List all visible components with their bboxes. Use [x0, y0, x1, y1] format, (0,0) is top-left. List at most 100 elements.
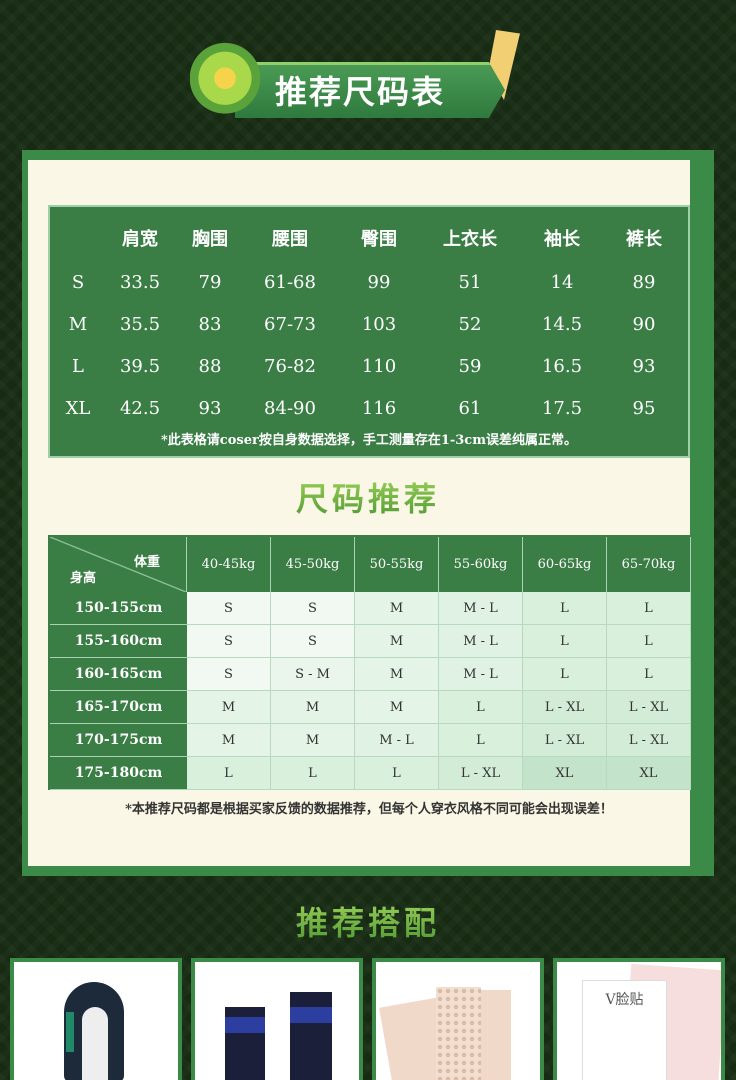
recommend-cell: L	[187, 757, 271, 790]
size-chart-note: *此表格请coser按自身数据选择，手工测量存在1-3cm误差纯属正常。	[161, 433, 577, 448]
size-cell: 51	[458, 272, 482, 293]
weight-header: 55-60kg	[439, 537, 523, 592]
size-cell: XL	[65, 398, 91, 419]
weight-header: 60-65kg	[523, 537, 607, 592]
recommend-cell: M	[355, 658, 439, 691]
dendro-emblem-icon	[190, 40, 260, 125]
recommend-cell: S - M	[271, 658, 355, 691]
height-label: 170-175cm	[50, 724, 187, 757]
recommend-cell: M	[355, 592, 439, 625]
size-cell: 59	[458, 356, 482, 377]
product-card-wig[interactable]	[10, 958, 182, 1080]
recommend-cell: M	[271, 691, 355, 724]
recommend-cell: L - XL	[607, 691, 691, 724]
recommend-cell: L	[439, 691, 523, 724]
height-label: 155-160cm	[50, 625, 187, 658]
recommend-cell: L	[523, 658, 607, 691]
height-label: 160-165cm	[50, 658, 187, 691]
size-cell: 52	[458, 314, 482, 335]
recommend-cell: S	[271, 625, 355, 658]
recommend-cell: S	[187, 592, 271, 625]
column-header: 袖长	[544, 229, 580, 250]
recommend-cell: M - L	[439, 658, 523, 691]
size-chart-row: XL 42.5 93 84-90 116 61 17.5 95	[50, 388, 688, 430]
recommend-cell: L - XL	[607, 724, 691, 757]
size-cell: 14.5	[541, 314, 583, 335]
recommend-cell: XL	[523, 757, 607, 790]
height-label: 150-155cm	[50, 592, 187, 625]
matching-title: 推荐搭配	[0, 898, 736, 944]
recommend-cell: M	[355, 691, 439, 724]
boot-image	[290, 992, 332, 1080]
size-cell: 89	[632, 272, 656, 293]
size-cell: 35.5	[119, 314, 161, 335]
size-cell: M	[68, 314, 88, 335]
column-header: 上衣长	[443, 229, 497, 250]
size-cell: S	[71, 272, 85, 293]
size-cell: 16.5	[541, 356, 583, 377]
size-cell: 95	[632, 398, 656, 419]
recommend-cell: S	[271, 592, 355, 625]
banner-title: 推荐尺码表	[275, 73, 446, 111]
height-label: 165-170cm	[50, 691, 187, 724]
size-cell: 99	[367, 272, 391, 293]
recommend-cell: XL	[607, 757, 691, 790]
column-header: 腰围	[272, 229, 308, 250]
recommend-cell: L	[355, 757, 439, 790]
size-chart-row: S 33.5 79 61-68 99 51 14 89	[50, 262, 688, 304]
size-cell: 61-68	[264, 272, 316, 293]
recommend-cell: M - L	[355, 724, 439, 757]
height-label: 175-180cm	[50, 757, 187, 790]
product-card-binder[interactable]	[372, 958, 544, 1080]
size-chart-row: M 35.5 83 67-73 103 52 14.5 90	[50, 304, 688, 346]
recommend-cell: L	[607, 625, 691, 658]
recommend-cell: L	[439, 724, 523, 757]
size-cell: 61	[458, 398, 482, 419]
zigzag-divider	[46, 177, 690, 195]
recommend-cell: L - XL	[523, 724, 607, 757]
product-card-boots[interactable]	[191, 958, 363, 1080]
column-header: 胸围	[192, 229, 228, 250]
column-header: 裤长	[626, 229, 662, 250]
size-cell: 83	[198, 314, 222, 335]
product-card-face-tape[interactable]: V脸贴	[553, 958, 725, 1080]
size-cell: 67-73	[264, 314, 316, 335]
recommend-cell: M	[271, 724, 355, 757]
column-header: 臀围	[361, 229, 397, 250]
recommend-cell: M - L	[439, 592, 523, 625]
recommend-cell: M	[187, 724, 271, 757]
recommend-cell: S	[187, 625, 271, 658]
size-chart-table: 肩宽 胸围 腰围 臀围 上衣长 袖长 裤长 S 33.5 79 61-68 99 51 14 89 M 35.5…	[48, 205, 690, 458]
face-tape-package: V脸贴	[582, 980, 667, 1080]
weight-header: 65-70kg	[607, 537, 691, 592]
title-banner: 推荐尺码表	[190, 30, 525, 125]
height-label: 身高	[70, 571, 97, 586]
banner-ribbon	[235, 62, 505, 118]
size-cell: L	[72, 356, 84, 377]
weight-label: 体重	[133, 555, 160, 570]
recommend-cell: S	[187, 658, 271, 691]
face-tape-label: V脸贴	[605, 992, 644, 1008]
size-cell: 42.5	[119, 398, 161, 419]
size-cell: 103	[361, 314, 397, 335]
size-cell: 79	[198, 272, 222, 293]
size-cell: 88	[198, 356, 222, 377]
size-cell: 116	[361, 398, 397, 419]
column-header: 肩宽	[122, 229, 158, 250]
weight-header: 40-45kg	[187, 537, 271, 592]
size-cell: 14	[550, 272, 574, 293]
recommend-note: *本推荐尺码都是根据买家反馈的数据推荐，但每个人穿衣风格不同可能会出现误差！	[125, 802, 613, 817]
size-cell: 39.5	[119, 356, 161, 377]
recommend-cell: L - XL	[439, 757, 523, 790]
recommend-title: 尺码推荐	[0, 474, 736, 520]
recommend-cell: M	[187, 691, 271, 724]
size-cell: 110	[361, 356, 397, 377]
size-chart-row: L 39.5 88 76-82 110 59 16.5 93	[50, 346, 688, 388]
weight-header: 45-50kg	[271, 537, 355, 592]
zigzag-divider	[46, 830, 690, 848]
recommend-cell: M	[355, 625, 439, 658]
recommend-cell: L	[607, 658, 691, 691]
size-cell: 17.5	[541, 398, 583, 419]
weight-header: 50-55kg	[355, 537, 439, 592]
size-cell: 90	[632, 314, 656, 335]
